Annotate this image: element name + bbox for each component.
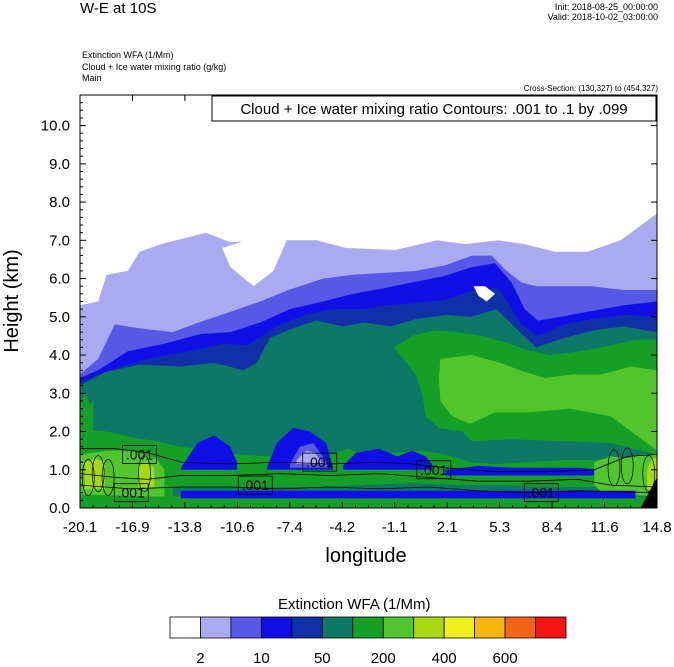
clear-sky-patch-1 (473, 286, 495, 302)
contour-label: .001 (523, 483, 559, 503)
contour-loop-2 (101, 459, 115, 496)
x-tick-label: -1.1 (382, 519, 408, 536)
contour-label-text: .001 (420, 462, 447, 478)
colorbar-tick-label: 2 (196, 650, 205, 667)
y-tick-label: 4.0 (49, 347, 70, 364)
y-tick-label: 3.0 (49, 385, 70, 402)
contour-line-2 (80, 484, 657, 494)
chart-title: W-E at 10S (80, 0, 157, 17)
colorbar-swatch (352, 616, 384, 639)
colorbar-tick-label: 600 (492, 650, 518, 667)
contour-label-text: .001 (242, 477, 269, 493)
colorbar-swatch (200, 616, 232, 639)
contour-label-box (113, 483, 149, 503)
y-tick-label: 10.0 (41, 118, 70, 135)
colorbar-tick-label: 200 (370, 650, 396, 667)
valid-time: Valid: 2018-10-02_03:00:00 (547, 12, 658, 22)
contour-label-box (523, 483, 559, 503)
x-tick-label: -4.2 (329, 519, 355, 536)
contour-label-box (416, 460, 452, 480)
contour-loop-3 (138, 455, 151, 492)
colorbar-tick-label: 400 (431, 650, 457, 667)
colorbar-swatch (260, 616, 293, 639)
shaded-layer-13 (342, 448, 433, 470)
contour-label-text: .001 (306, 454, 333, 470)
colorbar-swatch (443, 616, 476, 639)
contour-label: .001 (416, 460, 452, 480)
x-tick-label: -16.9 (115, 519, 149, 536)
terrain (640, 477, 657, 508)
contour-line-1 (80, 473, 657, 488)
x-axis: -20.1 -16.9 -13.8 -10.6 -7.4 -4.2 -1.1 2.1 5.3 8.… (63, 95, 672, 536)
colorbar-swatch (230, 616, 262, 639)
x-tick-label: -20.1 (63, 519, 97, 536)
contour-label: .001 (122, 445, 157, 464)
y-tick-label: 6.0 (49, 271, 70, 288)
x-axis-label: longitude (325, 545, 406, 567)
colorbar-tick-label: 10 (253, 650, 270, 667)
init-time: Init: 2018-08-25_00:00:00 (554, 2, 658, 12)
colorbar-swatch (382, 616, 415, 639)
variable-label-extinction: Extinction WFA (1/Mm) (82, 50, 174, 60)
contour-info-text: Cloud + Ice water mixing ratio Contours:… (240, 101, 627, 118)
x-tick-label: 14.8 (642, 519, 671, 536)
colorbar-title: Extinction WFA (1/Mm) (278, 596, 431, 613)
contour-info-box: Cloud + Ice water mixing ratio Contours:… (211, 95, 657, 122)
contour-info-frame (211, 95, 657, 122)
colorbar-tick-label: 50 (313, 650, 331, 667)
contour-label-text: .001 (118, 485, 145, 501)
shaded-layer-14 (445, 465, 603, 476)
contour-line-0 (80, 448, 657, 473)
contour-label-box (237, 475, 273, 495)
x-tick-label: -7.4 (277, 519, 303, 536)
y-tick-label: 7.0 (49, 232, 70, 249)
x-tick-label: 8.4 (542, 519, 563, 536)
colorbar-swatch (535, 616, 567, 639)
variable-label-cloud-ice: Cloud + Ice water mixing ratio (g/kg) (82, 62, 227, 72)
y-axis: 0.0 1.0 2.0 3.0 4.0 5.0 6.0 7.0 8.0 9.0 10.0 (41, 94, 657, 517)
x-tick-label: 5.3 (489, 519, 510, 536)
clear-sky-patch-0 (222, 238, 287, 287)
x-tick-label: 2.1 (437, 519, 458, 536)
contour-loop-4 (607, 449, 621, 487)
contour-label: .001 (113, 483, 149, 503)
colorbar-swatch (291, 616, 323, 639)
cross-section-label: Cross-Section: (130,327) to (454,327) (523, 84, 658, 93)
colorbar (169, 616, 567, 639)
shaded-layer-17 (85, 458, 105, 489)
shaded-layer-7 (438, 355, 657, 451)
x-tick-label: -10.6 (220, 519, 254, 536)
contour-label: .001 (302, 452, 338, 472)
y-tick-label: 8.0 (49, 194, 70, 211)
colorbar-swatch (413, 616, 445, 639)
colorbar-swatch (504, 616, 536, 639)
x-tick-label: -13.8 (168, 519, 202, 536)
contour-label-text: .001 (528, 485, 555, 501)
contour-loop-1 (91, 455, 105, 492)
contour-label-box (122, 445, 157, 464)
colorbar-swatch (169, 616, 201, 639)
plot-area: .001 .001 .001 .001 .001 .001 (80, 95, 657, 508)
colorbar-swatch (321, 616, 354, 639)
colorbar-swatch (474, 616, 506, 639)
contour-label: .001 (237, 475, 273, 495)
y-tick-label: 2.0 (49, 424, 70, 441)
x-tick-label: 11.6 (590, 519, 618, 536)
variable-label-main: Main (82, 73, 102, 83)
contour-label-text: .001 (126, 446, 153, 462)
y-tick-label: 9.0 (49, 156, 70, 173)
contour-label-box (302, 452, 338, 472)
y-tick-label: 0.0 (49, 500, 70, 517)
shaded-layer-9 (180, 435, 238, 470)
y-axis-label: Height (km) (1, 249, 23, 352)
contour-loop-5 (620, 447, 634, 485)
y-tick-label: 1.0 (49, 462, 70, 479)
contour-loop-6 (642, 455, 656, 492)
y-tick-label: 5.0 (49, 309, 70, 326)
